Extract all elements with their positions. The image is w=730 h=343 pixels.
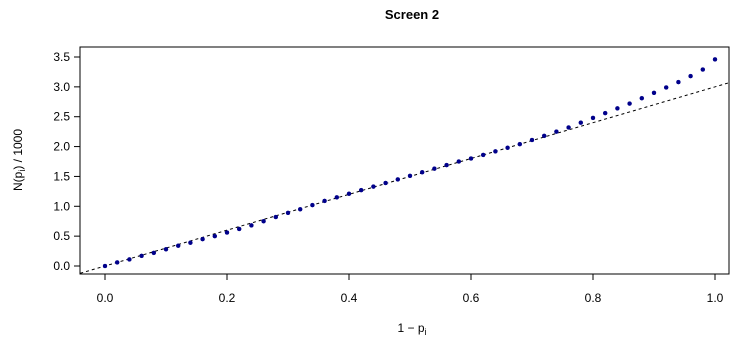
y-tick-label: 0.0 bbox=[53, 259, 70, 273]
data-point bbox=[139, 253, 144, 259]
x-tick-label: 0.2 bbox=[219, 291, 236, 305]
data-point bbox=[322, 198, 327, 204]
data-point bbox=[566, 125, 571, 130]
data-point bbox=[602, 110, 608, 116]
data-point bbox=[651, 90, 657, 96]
data-point bbox=[395, 177, 401, 182]
data-point bbox=[200, 236, 205, 242]
data-point bbox=[517, 141, 523, 147]
data-point bbox=[444, 162, 449, 168]
data-points bbox=[102, 57, 718, 269]
axis-ticks: 0.0 0.2 0.4 0.6 0.8 1.0 0.0 0.5 1.0 1.5 2.0 2.5 3.0 3… bbox=[53, 50, 723, 305]
data-point bbox=[407, 173, 413, 179]
x-tick-label: 0.4 bbox=[341, 291, 358, 305]
x-tick-label: 0.6 bbox=[463, 291, 480, 305]
data-point bbox=[249, 223, 254, 228]
x-axis-title-sub: i bbox=[425, 327, 427, 337]
x-axis-title-main: 1 − p bbox=[397, 321, 424, 335]
data-point bbox=[712, 57, 718, 62]
data-point bbox=[663, 85, 669, 90]
plot-frame bbox=[79, 46, 730, 275]
data-point bbox=[590, 115, 596, 121]
data-point bbox=[505, 145, 510, 151]
reference-line bbox=[80, 82, 729, 274]
y-axis-title-tail: ) / 1000 bbox=[11, 129, 25, 170]
data-point bbox=[273, 214, 279, 220]
data-point bbox=[639, 95, 645, 101]
data-point bbox=[688, 73, 693, 79]
y-axis-title-sub: i bbox=[17, 170, 27, 172]
y-axis-title-main: N(p bbox=[11, 171, 25, 191]
data-point bbox=[554, 129, 559, 134]
data-point bbox=[151, 250, 157, 256]
data-point bbox=[456, 159, 462, 164]
y-axis-title: N(pi) / 1000 bbox=[11, 129, 27, 191]
data-point bbox=[175, 243, 181, 248]
data-point bbox=[480, 152, 486, 158]
data-point bbox=[383, 180, 388, 186]
data-point bbox=[114, 260, 120, 265]
data-point bbox=[676, 79, 681, 85]
data-point bbox=[212, 233, 218, 239]
data-point bbox=[358, 187, 364, 193]
data-point bbox=[468, 156, 474, 161]
data-point bbox=[346, 191, 352, 196]
x-tick-label: 0.8 bbox=[585, 291, 602, 305]
data-point bbox=[236, 226, 242, 232]
y-tick-label: 0.5 bbox=[53, 229, 70, 243]
data-point bbox=[371, 184, 376, 189]
data-point bbox=[615, 106, 620, 111]
data-point bbox=[310, 202, 315, 208]
data-point bbox=[432, 166, 437, 171]
data-point bbox=[627, 101, 632, 106]
data-point bbox=[127, 257, 132, 262]
data-point bbox=[261, 218, 266, 224]
data-point bbox=[541, 133, 547, 139]
data-point bbox=[419, 169, 425, 175]
y-tick-label: 1.0 bbox=[53, 199, 70, 213]
x-tick-label: 0.0 bbox=[97, 291, 114, 305]
y-tick-label: 1.5 bbox=[53, 169, 70, 183]
data-point bbox=[188, 240, 193, 245]
reference-line-layer bbox=[80, 82, 729, 274]
data-point bbox=[224, 230, 230, 235]
data-point bbox=[700, 67, 706, 72]
data-point bbox=[493, 149, 498, 154]
x-axis-title: 1 − pi bbox=[397, 321, 426, 337]
y-tick-label: 2.5 bbox=[53, 110, 70, 124]
x-tick-label: 1.0 bbox=[707, 291, 724, 305]
data-point bbox=[297, 207, 303, 212]
data-point bbox=[334, 195, 340, 200]
data-point bbox=[163, 247, 169, 252]
data-point bbox=[529, 137, 535, 143]
y-tick-label: 2.0 bbox=[53, 140, 70, 154]
data-point bbox=[285, 210, 291, 216]
y-tick-label: 3.0 bbox=[53, 80, 70, 94]
data-point bbox=[578, 120, 584, 125]
chart-title: Screen 2 bbox=[385, 7, 439, 22]
data-point bbox=[102, 263, 108, 269]
y-tick-label: 3.5 bbox=[53, 50, 70, 64]
